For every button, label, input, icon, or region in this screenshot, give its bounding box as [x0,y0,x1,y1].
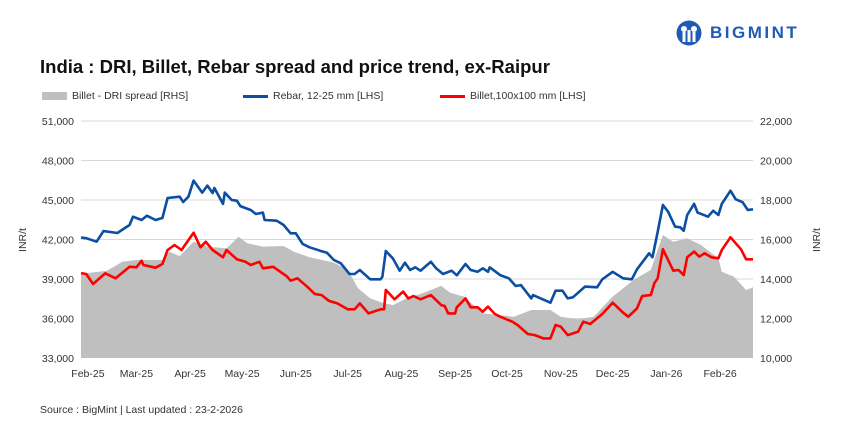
y-tick-right: 18,000 [760,195,792,207]
x-tick: Nov-25 [544,368,578,380]
legend-label-spread: Billet - DRI spread [RHS] [72,90,189,102]
y-tick-right: 22,000 [760,116,792,128]
x-tick: Oct-25 [491,368,523,380]
source-note: Source : BigMint | Last updated : 23-2-2… [40,404,243,416]
x-tick: Jun-25 [280,368,312,380]
x-tick: Feb-26 [703,368,736,380]
chart-title: India : DRI, Billet, Rebar spread and pr… [40,56,550,77]
legend-item-rebar: Rebar, 12-25 mm [LHS] [243,90,383,102]
x-tick: Apr-25 [174,368,206,380]
x-tick: Mar-25 [120,368,153,380]
legend-item-spread: Billet - DRI spread [RHS] [42,90,188,102]
y-tick-right: 10,000 [760,353,792,365]
y-tick-left: 39,000 [42,274,74,286]
y-tick-left: 51,000 [42,116,74,128]
legend-swatch-billet [440,94,465,98]
bigmint-logo: BIGMINT [676,20,799,46]
y-axis-right-label: INR/t [811,228,823,252]
logo-text: BIGMINT [710,23,800,42]
x-tick: Aug-25 [384,368,418,380]
y-tick-right: 20,000 [760,156,792,168]
x-tick: May-25 [225,368,260,380]
legend-item-billet: Billet,100x100 mm [LHS] [440,90,586,102]
legend-label-billet: Billet,100x100 mm [LHS] [470,90,586,102]
x-tick: Feb-25 [71,368,104,380]
x-tick: Sep-25 [438,368,472,380]
y-tick-right: 16,000 [760,235,792,247]
y-tick-left: 42,000 [42,235,74,247]
y-tick-left: 36,000 [42,314,74,326]
y-axis-left-label: INR/t [17,228,29,252]
x-tick: Jul-25 [333,368,362,380]
y-tick-left: 48,000 [42,156,74,168]
y-tick-right: 14,000 [760,274,792,286]
y-tick-left: 33,000 [42,353,74,365]
y-tick-left: 45,000 [42,195,74,207]
x-tick: Jan-26 [650,368,682,380]
bigmint-logo-icon [676,20,702,46]
rebar-line [80,179,754,305]
x-tick: Dec-25 [596,368,630,380]
billet-line [80,231,753,340]
legend-swatch-rebar [243,94,268,98]
legend-swatch-spread [42,92,67,100]
legend-label-rebar: Rebar, 12-25 mm [LHS] [273,90,384,102]
y-tick-right: 12,000 [760,314,792,326]
